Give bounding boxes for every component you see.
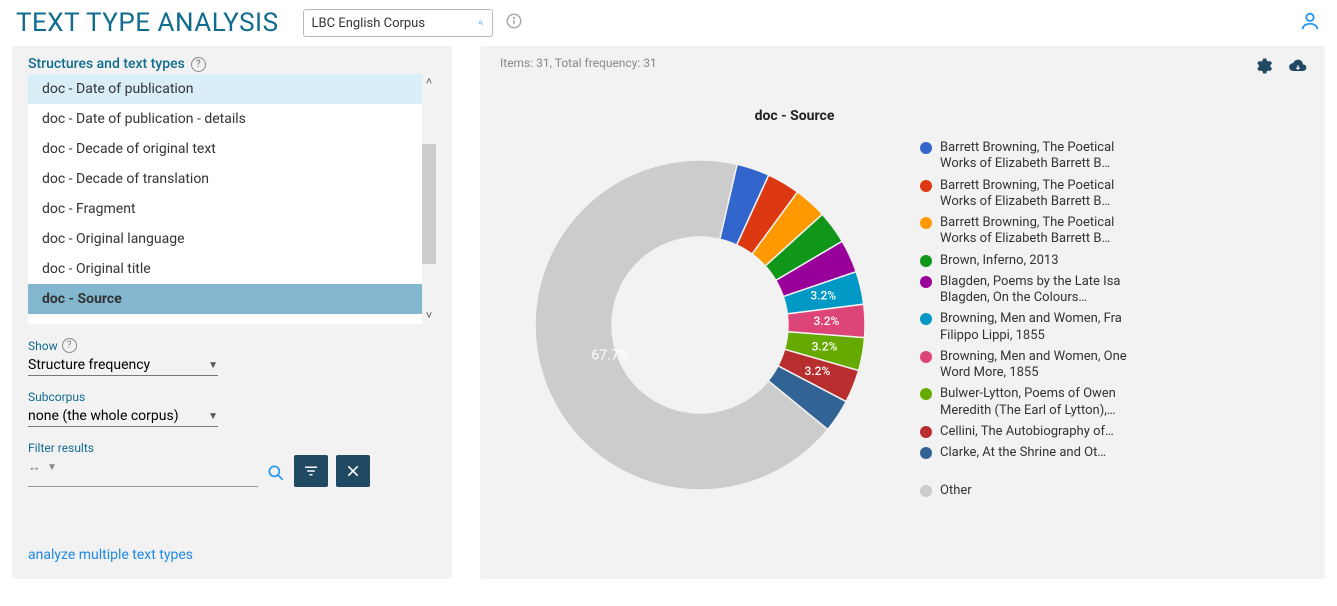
header: TEXT TYPE ANALYSIS: [0, 0, 1337, 46]
slice-label: 3.2%: [810, 289, 836, 303]
slice-label: 3.2%: [812, 340, 838, 354]
legend-swatch: [920, 142, 932, 154]
legend-swatch: [920, 485, 932, 497]
legend-item[interactable]: Bulwer-Lytton, Poems of Owen Meredith (T…: [920, 386, 1130, 419]
legend-swatch: [920, 276, 932, 288]
filter-apply-button[interactable]: [294, 455, 328, 487]
legend-swatch: [920, 426, 932, 438]
subcorpus-label: Subcorpus: [28, 390, 436, 404]
legend-item[interactable]: Browning, Men and Women, Fra Filippo Lip…: [920, 311, 1130, 344]
info-icon[interactable]: [505, 12, 523, 34]
legend-item[interactable]: Blagden, Poems by the Late Isa Blagden, …: [920, 274, 1130, 307]
legend-item[interactable]: Barrett Browning, The Poetical Works of …: [920, 178, 1130, 211]
legend-label: Browning, Men and Women, One Word More, …: [940, 349, 1130, 382]
page-title: TEXT TYPE ANALYSIS: [16, 8, 279, 38]
corpus-search[interactable]: [303, 9, 493, 37]
text-type-item[interactable]: doc - Date of publication: [28, 74, 436, 104]
subcorpus-value: none (the whole corpus): [28, 408, 179, 424]
corpus-input[interactable]: [312, 16, 478, 31]
filter-input[interactable]: [28, 466, 258, 487]
chart-area: 3.2% 3.2% 3.2% 3.2% 67.7% Barrett Browning, …: [500, 130, 1309, 505]
subcorpus-group: Subcorpus none (the whole corpus) ▼: [28, 390, 436, 427]
scroll-down-icon[interactable]: ˅: [423, 310, 435, 322]
text-type-item[interactable]: doc - Fragment: [28, 194, 436, 224]
right-panel: Items: 31, Total frequency: 31 doc - Sou…: [480, 46, 1325, 579]
caret-down-icon: ▼: [208, 360, 218, 371]
text-type-item[interactable]: doc - Source: [28, 284, 436, 314]
donut-chart: 3.2% 3.2% 3.2% 3.2% 67.7%: [500, 130, 920, 500]
show-group: Show ? Structure frequency ▼: [28, 338, 436, 376]
legend-item[interactable]: Cellini, The Autobiography of…: [920, 424, 1130, 440]
scrollbar-thumb[interactable]: [422, 144, 436, 264]
legend-label: Barrett Browning, The Poetical Works of …: [940, 178, 1130, 211]
legend-label: Browning, Men and Women, Fra Filippo Lip…: [940, 311, 1130, 344]
legend-swatch: [920, 255, 932, 267]
show-label-text: Show: [28, 339, 58, 353]
show-select[interactable]: Structure frequency ▼: [28, 353, 218, 376]
filter-group: Filter results ↔ ▼: [28, 441, 436, 487]
legend-swatch: [920, 447, 932, 459]
text-type-item[interactable]: doc - Decade of translation: [28, 164, 436, 194]
legend-swatch: [920, 388, 932, 400]
slice-label: 3.2%: [814, 314, 840, 328]
legend-item[interactable]: Other: [920, 483, 1130, 499]
search-icon[interactable]: [266, 463, 286, 487]
legend-swatch: [920, 217, 932, 229]
caret-down-icon: ▼: [208, 411, 218, 422]
text-type-item[interactable]: doc - Original title: [28, 254, 436, 284]
structures-label: Structures and text types ?: [28, 56, 436, 72]
download-cloud-icon[interactable]: [1287, 56, 1309, 76]
show-value: Structure frequency: [28, 357, 150, 373]
legend-label: Bulwer-Lytton, Poems of Owen Meredith (T…: [940, 386, 1130, 419]
legend-item[interactable]: Brown, Inferno, 2013: [920, 253, 1130, 269]
main: Structures and text types ? doc - Date o…: [0, 46, 1337, 579]
legend-swatch: [920, 180, 932, 192]
legend-item[interactable]: Browning, Men and Women, One Word More, …: [920, 349, 1130, 382]
show-label: Show ?: [28, 338, 436, 353]
legend-swatch: [920, 351, 932, 363]
legend-label: Clarke, At the Shrine and Ot…: [940, 445, 1106, 461]
legend-label: Cellini, The Autobiography of…: [940, 424, 1114, 440]
legend-swatch: [920, 313, 932, 325]
legend: Barrett Browning, The Poetical Works of …: [920, 130, 1309, 505]
items-summary: Items: 31, Total frequency: 31: [500, 56, 1309, 70]
search-icon[interactable]: [478, 15, 484, 31]
legend-label: Other: [940, 483, 972, 499]
analyze-multiple-link[interactable]: analyze multiple text types: [28, 547, 193, 563]
help-icon[interactable]: ?: [191, 57, 206, 72]
legend-item[interactable]: Clarke, At the Shrine and Ot…: [920, 445, 1130, 461]
gear-icon[interactable]: [1253, 56, 1273, 76]
legend-label: Barrett Browning, The Poetical Works of …: [940, 215, 1130, 248]
slice-label: 3.2%: [805, 364, 831, 378]
legend-item[interactable]: Barrett Browning, The Poetical Works of …: [920, 215, 1130, 248]
legend-item[interactable]: Barrett Browning, The Poetical Works of …: [920, 140, 1130, 173]
filter-clear-button[interactable]: [336, 455, 370, 487]
subcorpus-select[interactable]: none (the whole corpus) ▼: [28, 404, 218, 427]
help-icon[interactable]: ?: [62, 338, 77, 353]
text-type-item[interactable]: doc - Original language: [28, 224, 436, 254]
scroll-up-icon[interactable]: ˄: [423, 76, 435, 88]
user-icon[interactable]: [1299, 10, 1321, 36]
left-panel: Structures and text types ? doc - Date o…: [12, 46, 452, 579]
legend-label: Brown, Inferno, 2013: [940, 253, 1059, 269]
chart-title: doc - Source: [280, 108, 1309, 124]
structures-label-text: Structures and text types: [28, 56, 185, 72]
legend-label: Blagden, Poems by the Late Isa Blagden, …: [940, 274, 1130, 307]
filter-label: Filter results: [28, 441, 436, 455]
panel-actions: [1253, 56, 1309, 76]
slice-label: 67.7%: [591, 347, 629, 363]
legend-label: Barrett Browning, The Poetical Works of …: [940, 140, 1130, 173]
text-type-item[interactable]: doc - Decade of original text: [28, 134, 436, 164]
